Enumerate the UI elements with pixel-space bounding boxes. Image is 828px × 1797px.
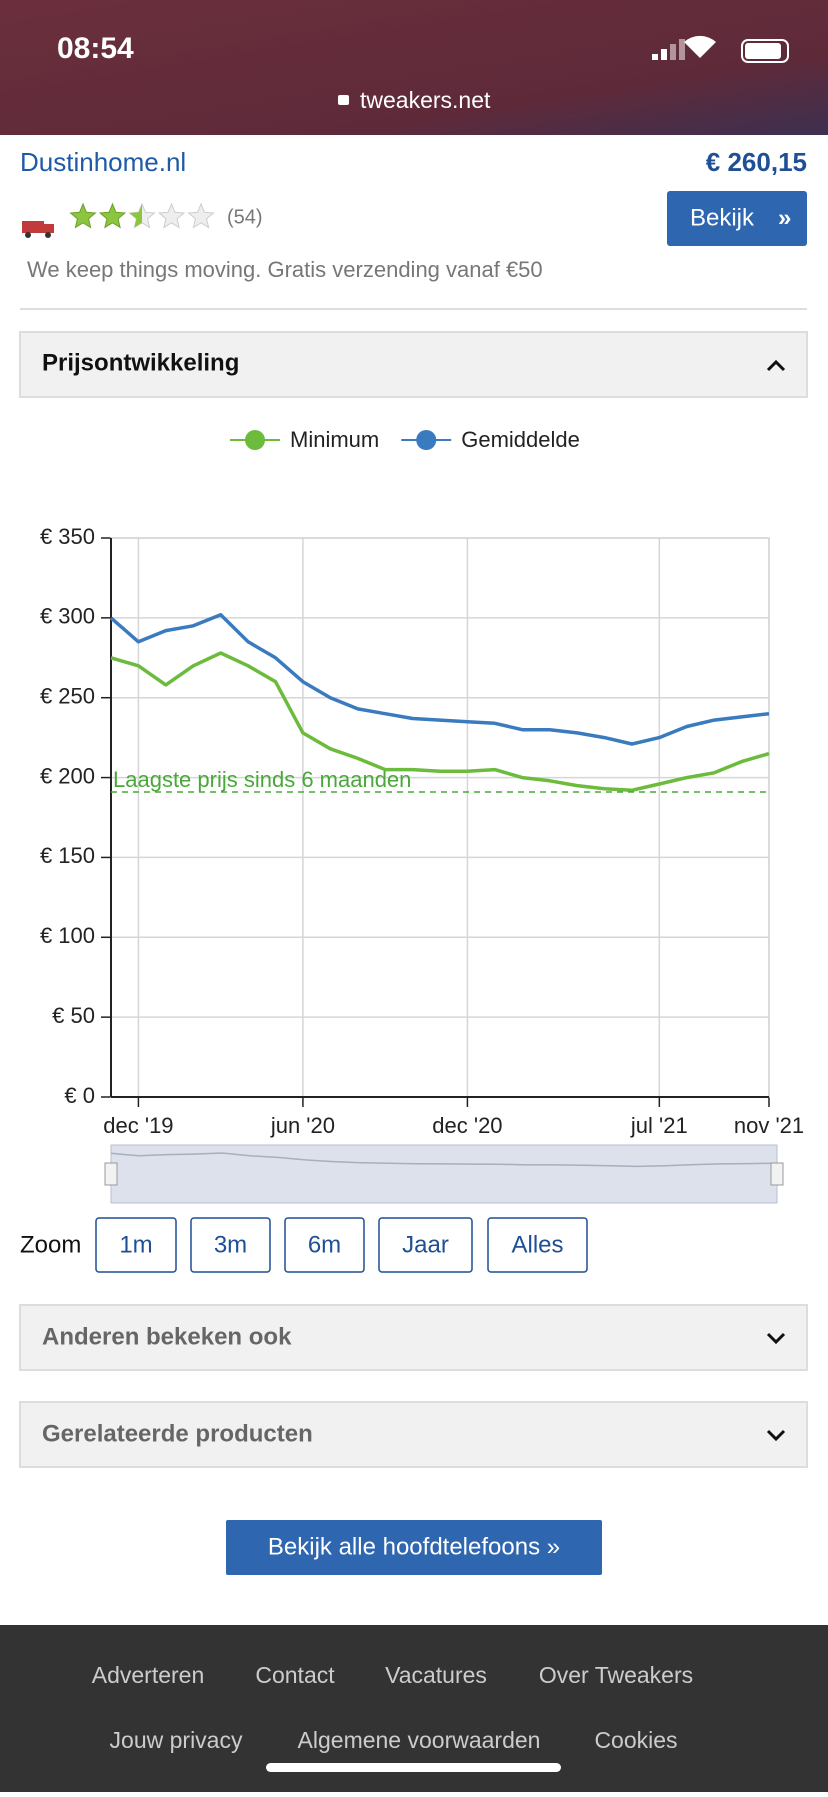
footer-link[interactable]: Contact (255, 1662, 335, 1688)
expand-icon[interactable] (766, 1429, 786, 1442)
footer-link[interactable]: Over Tweakers (539, 1662, 693, 1688)
lock-icon (338, 95, 349, 105)
legend-label[interactable]: Gemiddelde (461, 427, 580, 452)
home-indicator (266, 1763, 561, 1772)
x-tick-label: dec '19 (103, 1113, 173, 1138)
zoom-button[interactable] (487, 1217, 588, 1273)
footer-link[interactable]: Vacatures (385, 1662, 487, 1688)
price: € 260,15 (706, 147, 807, 177)
tagline: We keep things moving. Gratis verzending… (27, 257, 543, 282)
star (157, 202, 186, 229)
section-title[interactable]: Prijsontwikkeling (42, 349, 239, 376)
star (69, 202, 97, 229)
zoom-label: Zoom (20, 1231, 81, 1258)
accordion-header[interactable] (19, 1304, 808, 1371)
url[interactable]: tweakers.net (360, 87, 491, 113)
time: 08:54 (57, 32, 134, 65)
x-tick-label: dec '20 (432, 1113, 502, 1138)
bekijk-button[interactable] (667, 191, 807, 246)
zoom-buttons: 1m 3m 6m Jaar Alles (95, 1217, 588, 1273)
plot-border (110, 537, 770, 1098)
accordion-title[interactable]: Gerelateerde producten (42, 1420, 313, 1447)
zoom-button-label[interactable]: 1m (119, 1231, 152, 1258)
footer-link[interactable]: Algemene voorwaarden (298, 1727, 541, 1753)
zoom-button-label[interactable]: Alles (511, 1231, 563, 1258)
chevrons: » (778, 204, 791, 231)
footer-links: Adverteren Contact Vacatures Over Tweakers J… (92, 1662, 693, 1753)
y-tick-label: € 300 (40, 604, 95, 629)
navigator-line (110, 1152, 778, 1168)
x-tick-label: nov '21 (734, 1113, 804, 1138)
zoom-button[interactable] (95, 1217, 177, 1273)
collapse-icon[interactable] (766, 359, 786, 372)
y-tick-label: € 0 (64, 1083, 95, 1108)
y-tick-label: € 200 (40, 763, 95, 788)
y-tick-label: € 250 (40, 684, 95, 709)
star (98, 202, 127, 229)
bekijk-label[interactable]: Bekijk (690, 204, 755, 231)
status-icons (652, 35, 789, 63)
expand-icon[interactable] (766, 1332, 786, 1345)
zoom-button[interactable] (284, 1217, 365, 1273)
accordions: Anderen bekeken ook Gerelateerde producte… (19, 1304, 808, 1468)
all-button[interactable] (226, 1520, 602, 1575)
navigator-handle[interactable] (770, 1162, 784, 1186)
price-chart: Minimum Gemiddelde € 0 € 50 € 100 € 150 € 200 €… (40, 427, 804, 1204)
review-count[interactable]: (54) (227, 206, 263, 228)
x-tick-label: jun '20 (270, 1113, 335, 1138)
series-line (110, 651, 770, 793)
truck-icon (22, 221, 54, 238)
footer-link[interactable]: Cookies (594, 1727, 677, 1753)
zoom-button[interactable] (190, 1217, 271, 1273)
series-line (109, 612, 770, 746)
rating-stars (69, 202, 215, 229)
zoom-button-label[interactable]: 6m (308, 1231, 341, 1258)
legend-label[interactable]: Minimum (290, 427, 379, 452)
zoom-button[interactable] (378, 1217, 473, 1273)
accordion-title[interactable]: Anderen bekeken ook (42, 1323, 292, 1350)
all-button-label[interactable]: Bekijk alle hoofdtelefoons » (268, 1533, 560, 1560)
status-bar (0, 0, 828, 135)
footer-link[interactable]: Jouw privacy (110, 1727, 243, 1753)
shop-name[interactable]: Dustinhome.nl (20, 147, 186, 177)
y-tick-label: € 100 (40, 923, 95, 948)
zoom-button-label[interactable]: Jaar (402, 1231, 449, 1258)
zoom-button-label[interactable]: 3m (214, 1231, 247, 1258)
section-header[interactable] (19, 331, 808, 398)
y-tick-label: € 150 (40, 843, 95, 868)
footer-link[interactable]: Adverteren (92, 1662, 205, 1688)
y-tick-label: € 350 (40, 524, 95, 549)
annotation-label: Laagste prijs sinds 6 maanden (113, 767, 411, 792)
star (187, 202, 215, 229)
navigator-handle[interactable] (104, 1162, 118, 1186)
accordion-header[interactable] (19, 1401, 808, 1468)
x-tick-label: jul '21 (630, 1113, 688, 1138)
legend-marker (416, 430, 437, 450)
y-tick-label: € 50 (52, 1003, 95, 1028)
legend-marker (245, 430, 265, 450)
